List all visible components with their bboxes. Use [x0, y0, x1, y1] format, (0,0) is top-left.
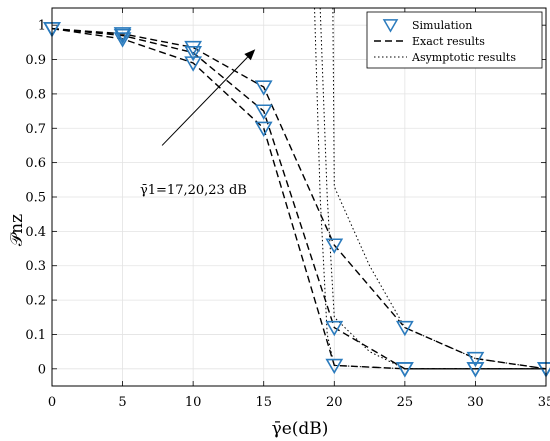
y-tick-label-6: 0.6 [25, 156, 46, 171]
simulation-marker-gamma1_23-3 [254, 80, 273, 96]
asymptotic-line-gamma1_20 [319, 7, 546, 370]
y-tick-label-9: 0.9 [25, 53, 46, 68]
legend-label-2: Asymptotic results [411, 51, 516, 64]
simulation-marker-gamma1_17-4 [325, 358, 344, 375]
legend: Simulation Exact results Asymptotic result… [366, 11, 543, 69]
exact-line-gamma1_20 [51, 27, 546, 370]
series-layer [51, 7, 547, 370]
x-tick-label-4: 20 [326, 395, 343, 410]
y-axis-label: 𝒫nz [7, 214, 27, 246]
y-tick-label-3: 0.3 [25, 259, 46, 274]
simulation-marker-gamma1_23-1 [113, 27, 132, 43]
y-tick-label-4: 0.4 [25, 225, 46, 240]
exact-line-gamma1_23 [51, 27, 547, 370]
legend-label-1: Exact results [412, 35, 485, 48]
exact-line-gamma1_17 [51, 27, 546, 370]
x-tick-label-7: 35 [538, 395, 550, 410]
legend-label-0: Simulation [412, 19, 472, 32]
y-tick-label-8: 0.8 [25, 87, 46, 102]
simulation-marker-gamma1_20-3 [254, 104, 273, 120]
annotation-layer: γ̄1=17,20,23 dB [140, 49, 256, 198]
simulation-marker-gamma1_23-4 [325, 238, 344, 254]
x-tick-label-3: 15 [255, 395, 272, 410]
simulation-marker-gamma1_23-2 [184, 40, 203, 57]
simulation-marker-gamma1_20-1 [113, 28, 132, 45]
x-tick-label-6: 30 [467, 395, 484, 410]
annotation-arrow-head [244, 49, 256, 61]
tick-layer: 0 5 10 15 20 25 30 35 0 0.1 0.2 0.3 0.4 0.5 0.6 0.7 0.8 0… [25, 8, 550, 410]
annotation-label: γ̄1=17,20,23 dB [140, 183, 247, 198]
y-tick-label-1: 0.1 [25, 328, 46, 343]
asymptotic-line-gamma1_23 [332, 7, 547, 370]
y-tick-label-7: 0.7 [25, 122, 46, 137]
simulation-marker-gamma1_20-2 [184, 46, 203, 62]
x-tick-label-0: 0 [48, 395, 56, 410]
simulation-marker-gamma1_23-6 [466, 351, 485, 368]
marker-layer [43, 21, 550, 378]
y-tick-label-10: 1 [38, 19, 46, 34]
simulation-marker-gamma1_17-1 [113, 32, 132, 48]
x-tick-label-1: 5 [118, 395, 126, 410]
simulation-marker-gamma1_23-5 [395, 320, 414, 337]
y-tick-label-0: 0 [38, 362, 46, 377]
simulation-marker-gamma1_20-6 [466, 362, 485, 378]
legend-marker-simulation [382, 19, 399, 33]
y-tick-label-2: 0.2 [25, 294, 46, 309]
asymptotic-line-gamma1_17 [314, 7, 546, 370]
simulation-marker-gamma1_17-3 [254, 121, 273, 137]
annotation-arrow [161, 56, 248, 146]
simulation-marker-gamma1_20-5 [395, 362, 414, 378]
x-tick-label-5: 25 [397, 395, 414, 410]
x-axis-label: γ̄e(dB) [272, 419, 329, 439]
simulation-marker-gamma1_20-4 [325, 320, 344, 337]
simulation-marker-gamma1_17-2 [184, 56, 203, 72]
grid-layer [51, 8, 547, 386]
x-tick-label-2: 10 [185, 395, 202, 410]
y-tick-label-5: 0.5 [25, 191, 46, 206]
